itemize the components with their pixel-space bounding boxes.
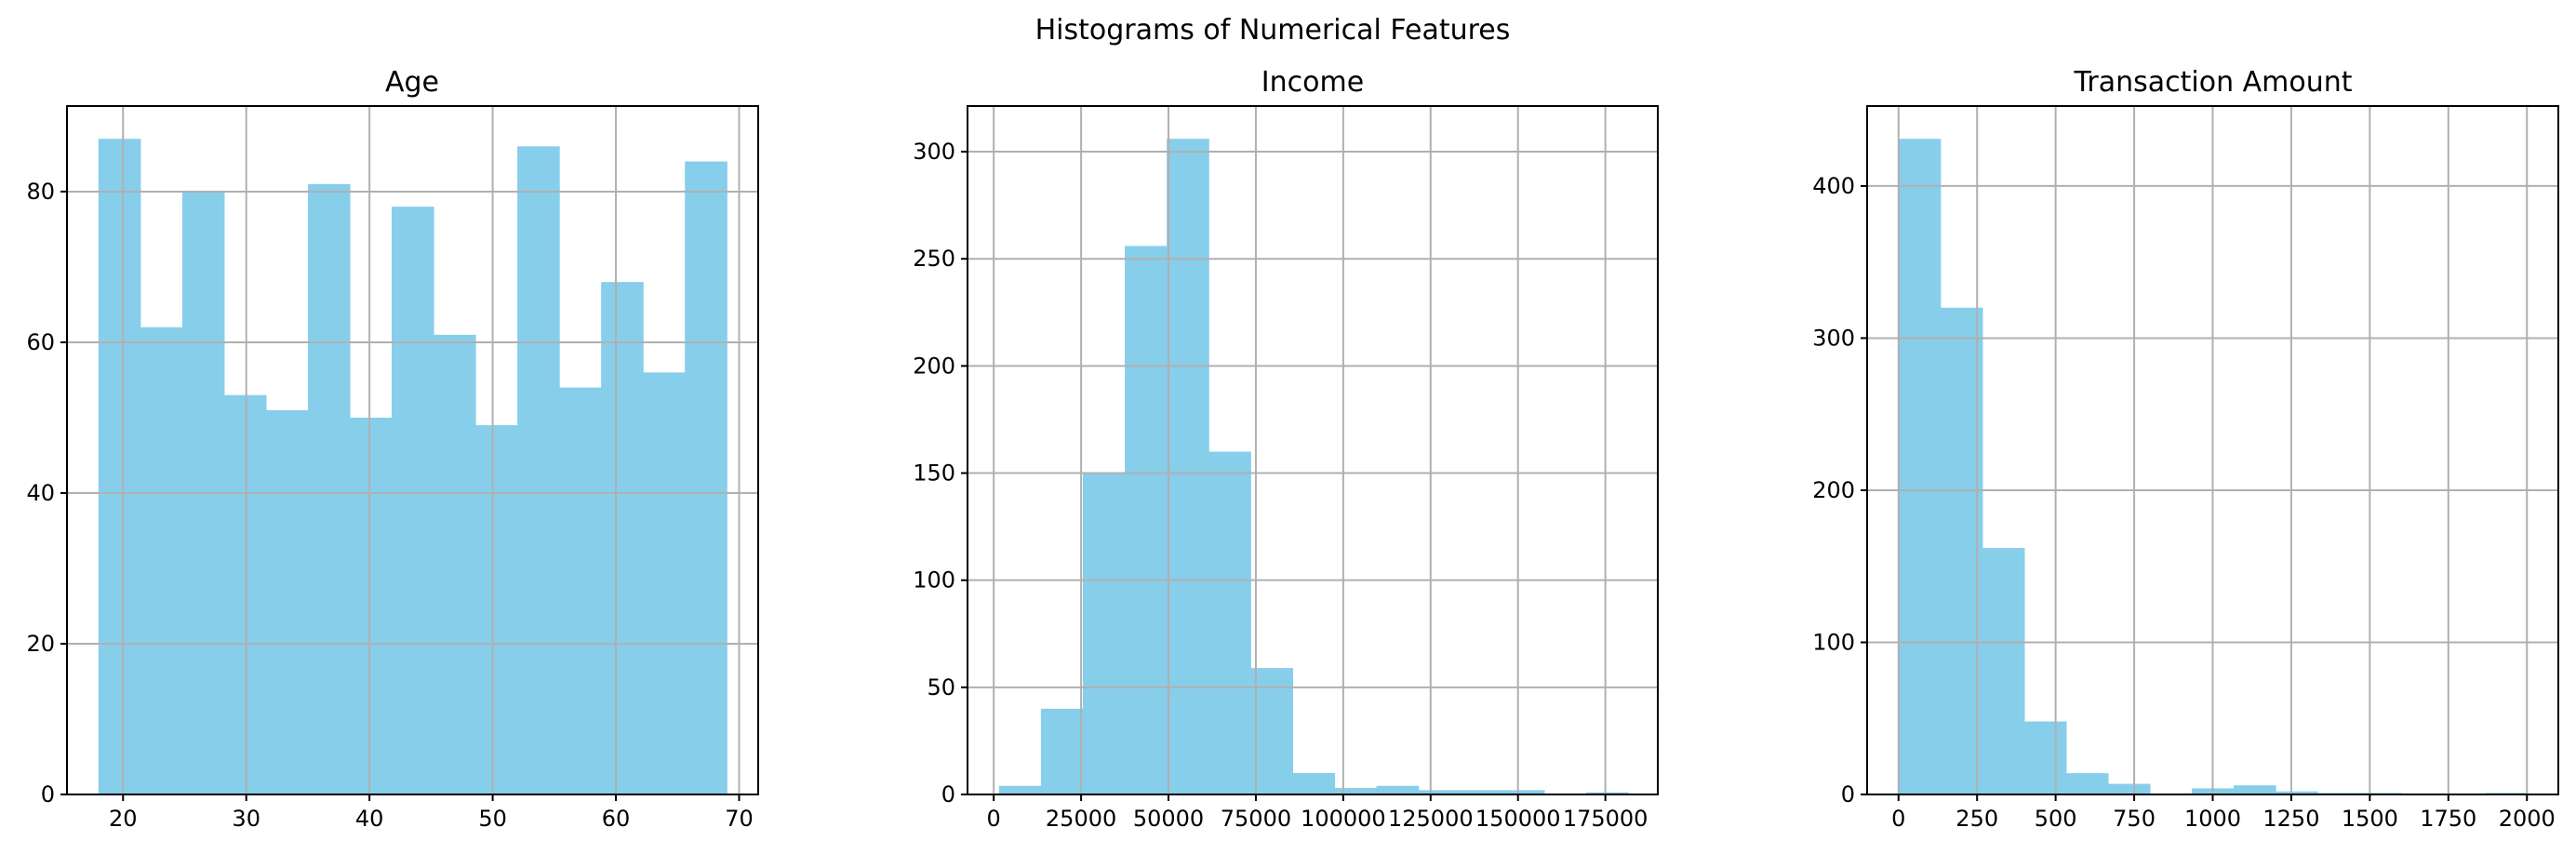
transaction-amount-bar — [2276, 791, 2318, 794]
income-x-tick-label: 25000 — [1046, 806, 1116, 832]
income-x-tick-label: 75000 — [1221, 806, 1291, 832]
transaction-amount-x-tick-label: 1500 — [2342, 806, 2398, 832]
income-x-tick-label: 0 — [987, 806, 1001, 832]
age-y-axis: 0 20 40 60 80 — [26, 179, 67, 807]
income-bar — [1082, 473, 1126, 794]
transaction-amount-x-tick-label: 750 — [2113, 806, 2156, 832]
income-bar — [1040, 708, 1084, 794]
income-y-tick-label: 50 — [927, 674, 955, 701]
income-bar — [1585, 792, 1629, 794]
income-bars — [998, 139, 1629, 794]
age-y-tick-label: 0 — [41, 781, 55, 807]
age-bar — [265, 409, 309, 794]
age-bar — [140, 327, 183, 794]
age-bar — [223, 394, 267, 794]
age-x-tick-label: 20 — [109, 806, 138, 832]
transaction-amount-y-tick-label: 300 — [1812, 325, 1855, 351]
income-y-tick-label: 0 — [941, 781, 955, 807]
income-bar — [1460, 790, 1503, 794]
transaction-amount-grid — [1867, 106, 2558, 795]
income-x-tick-label: 125000 — [1388, 806, 1474, 832]
income-bar — [1167, 139, 1209, 794]
transaction-amount-x-tick-label: 250 — [1955, 806, 1998, 832]
age-y-tick-label: 80 — [26, 179, 55, 205]
panel-income: Income 0 25000 50000 75000 100000 125000 15000… — [913, 66, 1659, 832]
age-y-tick-label: 40 — [26, 480, 55, 506]
age-y-tick-label: 60 — [26, 329, 55, 355]
age-bar — [307, 183, 351, 795]
transaction-amount-y-tick-label: 100 — [1812, 629, 1855, 655]
income-x-tick-label: 150000 — [1475, 806, 1561, 832]
age-bar — [685, 161, 727, 795]
age-x-tick-label: 50 — [478, 806, 507, 832]
age-bar — [434, 334, 476, 794]
income-bar — [998, 785, 1042, 794]
transaction-amount-bars — [1898, 139, 2528, 794]
income-axes-frame — [967, 105, 1659, 795]
transaction-amount-x-tick-label: 1000 — [2184, 806, 2241, 832]
age-bar — [517, 146, 560, 794]
income-y-tick-label: 150 — [913, 460, 955, 487]
age-x-tick-label: 70 — [725, 806, 754, 832]
transaction-amount-bar — [2107, 783, 2151, 794]
transaction-amount-bar — [1982, 548, 2025, 794]
income-y-tick-label: 100 — [913, 567, 955, 594]
transaction-amount-x-tick-label: 2000 — [2499, 806, 2556, 832]
age-x-axis: 20 30 40 50 60 70 — [109, 794, 754, 832]
income-bar — [1502, 790, 1545, 794]
income-x-tick-label: 100000 — [1301, 806, 1386, 832]
income-bar — [1376, 785, 1420, 794]
transaction-amount-x-tick-label: 1750 — [2420, 806, 2476, 832]
income-y-axis: 0 50 100 150 200 250 300 — [913, 139, 968, 807]
transaction-amount-y-axis: 0 100 200 300 400 — [1812, 173, 1867, 807]
transaction-amount-x-axis: 0 250 500 750 1000 1250 1500 1750 2000 — [1891, 794, 2556, 832]
transaction-amount-y-tick-label: 200 — [1812, 477, 1855, 503]
income-x-axis: 0 25000 50000 75000 100000 125000 150000 175000 — [987, 794, 1648, 832]
income-bar — [1125, 246, 1168, 794]
transaction-amount-y-tick-label: 400 — [1812, 173, 1855, 199]
income-y-tick-label: 250 — [913, 246, 955, 272]
age-bar — [98, 139, 141, 794]
transaction-amount-y-tick-label: 0 — [1841, 781, 1855, 807]
age-y-tick-label: 20 — [26, 631, 55, 657]
income-y-tick-label: 300 — [913, 139, 955, 165]
transaction-amount-x-tick-label: 1250 — [2262, 806, 2319, 832]
age-bar — [349, 417, 393, 794]
panel-transaction-amount-title: Transaction Amount — [2073, 66, 2352, 99]
income-x-tick-label: 175000 — [1563, 806, 1648, 832]
income-bar — [1292, 772, 1336, 794]
income-bar — [1208, 451, 1251, 794]
age-bar — [475, 425, 518, 794]
figure-suptitle: Histograms of Numerical Features — [1035, 14, 1511, 47]
age-x-tick-label: 40 — [355, 806, 384, 832]
age-bar — [391, 207, 434, 794]
age-x-tick-label: 30 — [232, 806, 260, 832]
age-bar — [643, 372, 686, 794]
transaction-amount-bar — [1898, 139, 1942, 794]
age-axes-frame — [66, 105, 759, 795]
panel-income-title: Income — [1261, 66, 1364, 99]
transaction-amount-bar — [2065, 773, 2109, 794]
age-bar — [601, 282, 644, 794]
income-bar — [1334, 788, 1378, 794]
panel-transaction-amount: Transaction Amount 0 250 500 750 1000 1250 150… — [1812, 66, 2559, 832]
transaction-amount-x-tick-label: 500 — [2035, 806, 2077, 832]
panel-age: Age 20 30 40 50 60 70 0 20 40 60 80 — [26, 66, 759, 832]
transaction-amount-bar — [2234, 785, 2276, 794]
transaction-amount-bar — [1940, 307, 1983, 794]
income-bar — [1250, 668, 1293, 794]
age-x-tick-label: 60 — [602, 806, 631, 832]
income-bar — [1418, 790, 1462, 794]
income-x-tick-label: 50000 — [1133, 806, 1204, 832]
income-y-tick-label: 200 — [913, 353, 955, 379]
transaction-amount-x-tick-label: 0 — [1891, 806, 1905, 832]
panel-age-title: Age — [385, 66, 439, 99]
age-bar — [559, 387, 602, 794]
income-grid — [968, 106, 1658, 795]
transaction-amount-bar — [2023, 721, 2067, 794]
